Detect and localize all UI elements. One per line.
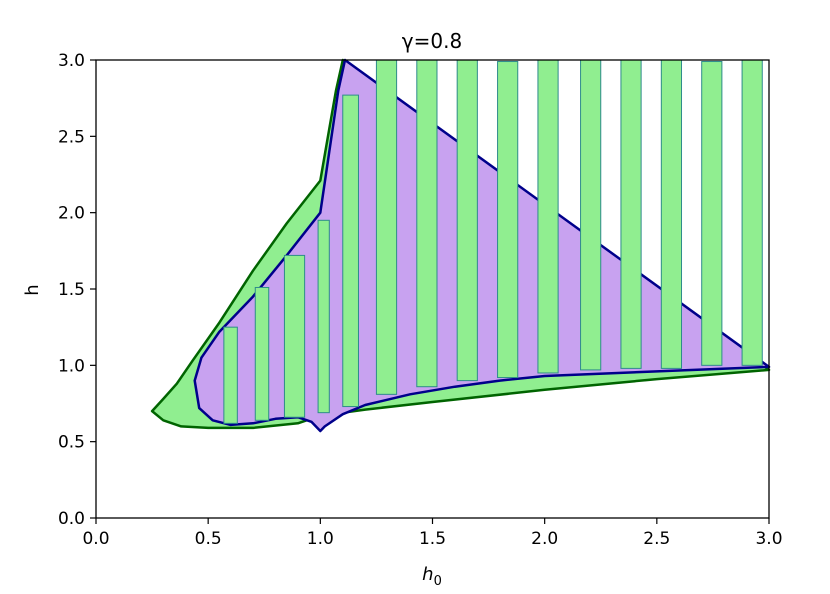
y-tick-label: 0.0 — [58, 509, 85, 529]
bar — [283, 254, 306, 418]
bar — [660, 59, 683, 369]
bar — [456, 59, 478, 382]
x-axis-title-subscript: 0 — [434, 574, 442, 589]
bar — [254, 286, 270, 421]
y-axis-title: h — [22, 284, 43, 295]
chart-title: γ=0.8 — [402, 29, 462, 53]
y-tick-label: 1.5 — [58, 280, 85, 300]
x-axis-title: h0 — [422, 564, 442, 589]
bar — [537, 59, 559, 374]
y-tick-label: 0.5 — [58, 433, 85, 453]
ticks-layer: 0.0 0.5 1.0 1.5 2.0 2.5 3.0 0.0 0.5 1.0 1.5 2.0 2.5 3… — [58, 51, 783, 549]
y-tick-label: 3.0 — [58, 51, 85, 71]
bar — [497, 61, 519, 379]
bar — [580, 59, 602, 371]
bar — [701, 61, 723, 366]
x-tick-label: 2.0 — [531, 529, 558, 549]
x-tick-label: 1.5 — [419, 529, 446, 549]
x-axis-title-main: h — [422, 564, 433, 585]
bar — [375, 59, 398, 395]
bar — [416, 59, 438, 388]
x-tick-label: 0.5 — [195, 529, 222, 549]
y-tick-label: 2.0 — [58, 204, 85, 224]
x-tick-label: 0.0 — [82, 529, 109, 549]
bar — [317, 219, 330, 414]
y-tick-label: 1.0 — [58, 356, 85, 376]
bar — [223, 326, 238, 424]
bars-layer — [223, 59, 763, 424]
bar — [620, 59, 642, 369]
x-tick-label: 1.0 — [307, 529, 334, 549]
x-tick-label: 3.0 — [755, 529, 782, 549]
bar — [342, 94, 359, 408]
bar — [741, 59, 763, 366]
y-tick-label: 2.5 — [58, 127, 85, 147]
x-tick-label: 2.5 — [643, 529, 670, 549]
